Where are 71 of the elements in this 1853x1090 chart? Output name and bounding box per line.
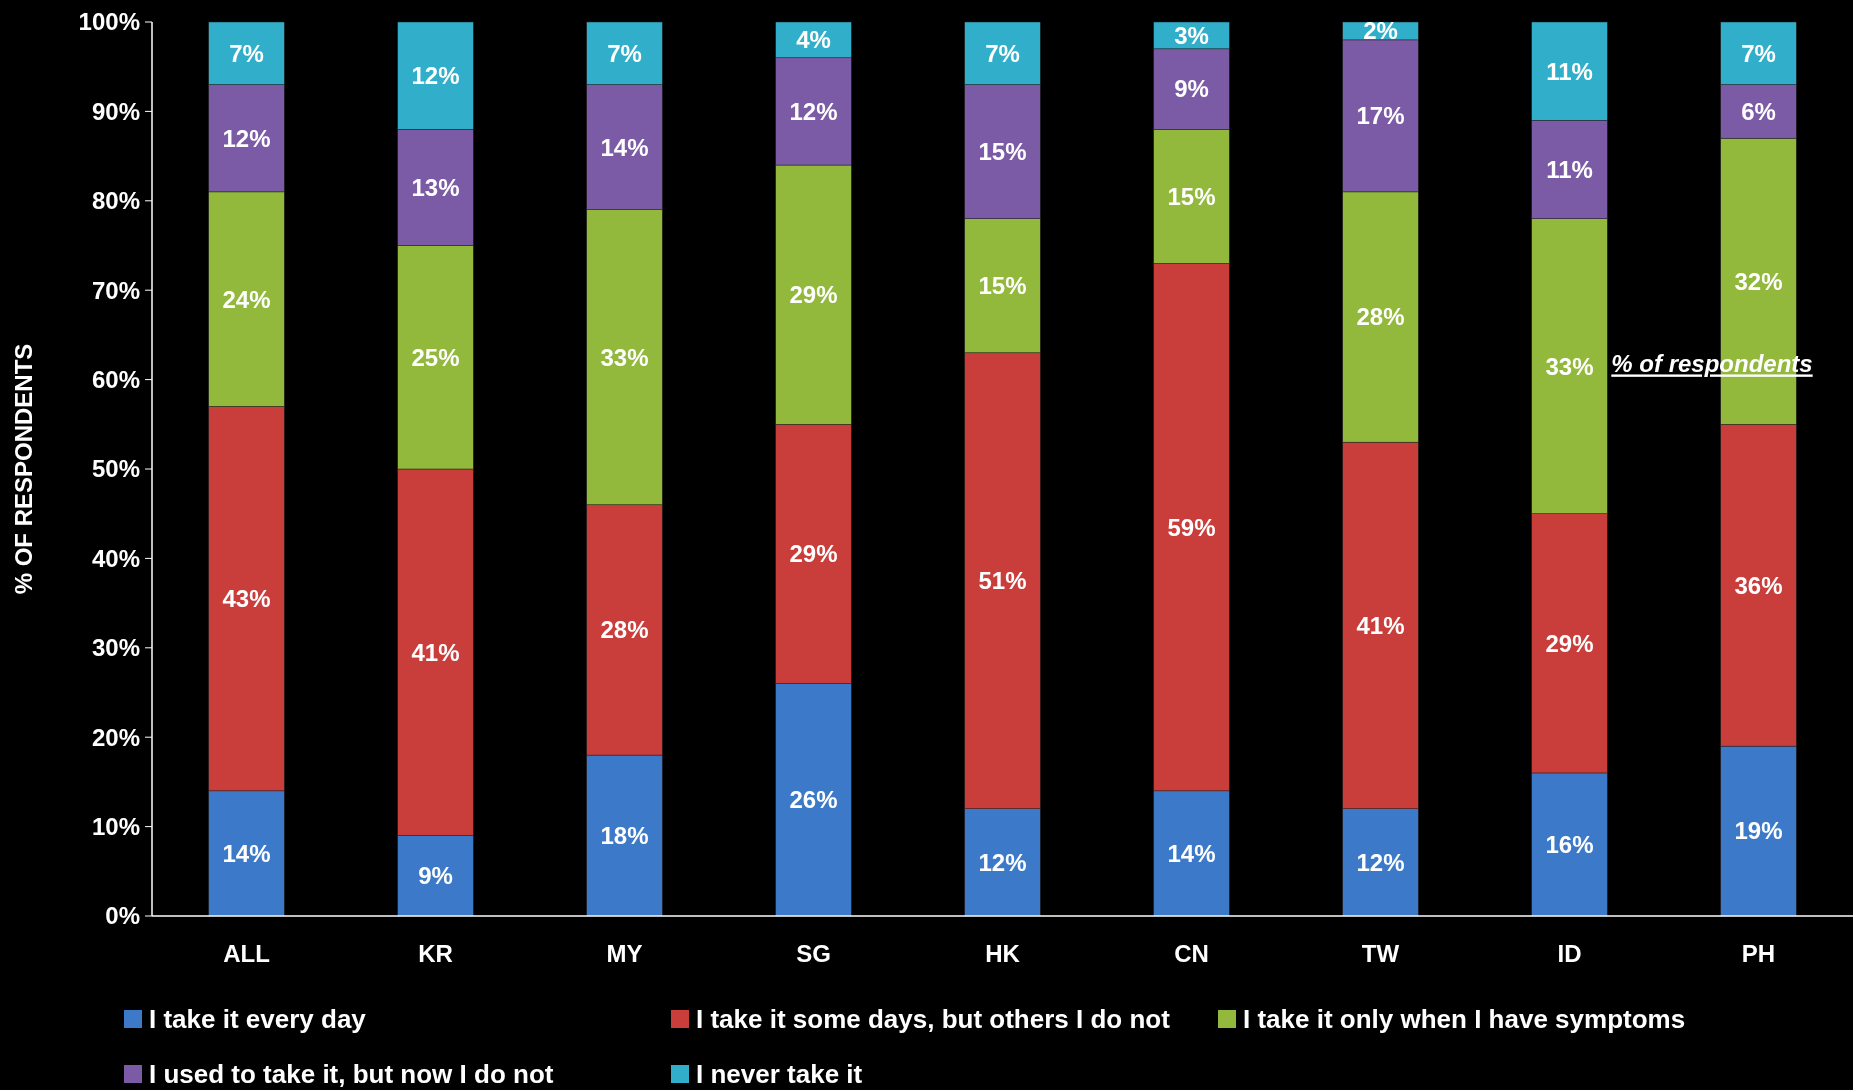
y-tick-label: 70% bbox=[91, 276, 140, 304]
data-label: 32% bbox=[1734, 267, 1783, 295]
data-label: 13% bbox=[411, 173, 460, 201]
y-tick-label: 80% bbox=[91, 187, 140, 215]
x-tick-label: SG bbox=[796, 940, 831, 967]
data-label: 7% bbox=[607, 39, 642, 67]
data-label: 12% bbox=[411, 62, 460, 90]
data-label: 24% bbox=[222, 285, 271, 313]
data-label: 41% bbox=[411, 638, 460, 666]
legend-label: I take it some days, but others I do not bbox=[696, 1004, 1171, 1035]
data-label: 51% bbox=[978, 567, 1027, 595]
y-tick-label: 50% bbox=[91, 455, 140, 483]
legend-label: I never take it bbox=[696, 1059, 863, 1090]
x-tick-label: HK bbox=[985, 940, 1021, 967]
data-label: 7% bbox=[1741, 39, 1776, 67]
data-label: 14% bbox=[1167, 839, 1216, 867]
data-label: 14% bbox=[600, 133, 649, 161]
data-label: 26% bbox=[789, 786, 838, 814]
y-tick-label: 0% bbox=[105, 902, 140, 930]
x-tick-label: TW bbox=[1361, 940, 1400, 967]
data-label: 15% bbox=[978, 138, 1027, 166]
data-label: 41% bbox=[1356, 611, 1405, 639]
data-label: 59% bbox=[1167, 513, 1216, 541]
data-label: 12% bbox=[1356, 848, 1405, 876]
data-label: 11% bbox=[1546, 57, 1593, 85]
data-label: 2% bbox=[1363, 17, 1398, 45]
data-label: 43% bbox=[222, 585, 271, 613]
x-tick-label: ALL bbox=[223, 940, 270, 967]
data-label: 7% bbox=[985, 39, 1020, 67]
y-tick-label: 10% bbox=[91, 813, 140, 840]
data-label: 4% bbox=[796, 26, 831, 54]
x-tick-label: PH bbox=[1741, 940, 1776, 967]
data-label: 17% bbox=[1356, 102, 1405, 130]
data-label: 29% bbox=[789, 540, 838, 568]
data-label: 3% bbox=[1174, 21, 1209, 49]
data-label: 6% bbox=[1741, 97, 1776, 125]
data-label: 29% bbox=[789, 281, 838, 309]
data-label: 15% bbox=[1167, 182, 1216, 210]
data-label: 9% bbox=[1174, 75, 1209, 103]
data-label: 12% bbox=[978, 848, 1027, 876]
legend-label: I used to take it, but now I do not bbox=[149, 1059, 554, 1090]
x-tick-label: MY bbox=[606, 940, 643, 967]
y-tick-label: 40% bbox=[91, 544, 140, 572]
data-label: 36% bbox=[1734, 571, 1783, 599]
y-tick-label: 20% bbox=[91, 723, 140, 751]
data-label: 19% bbox=[1734, 817, 1783, 845]
legend-label: I take it every day bbox=[149, 1004, 367, 1035]
data-label: 33% bbox=[600, 343, 649, 371]
data-label: 33% bbox=[1545, 352, 1594, 380]
data-label: 9% bbox=[418, 862, 453, 890]
data-label: 18% bbox=[600, 821, 649, 849]
data-label: 7% bbox=[229, 39, 264, 67]
data-label: 29% bbox=[1545, 629, 1594, 657]
data-label: 11% bbox=[1546, 155, 1593, 183]
legend-label: I take it only when I have symptoms bbox=[1243, 1004, 1686, 1035]
data-label: 28% bbox=[1356, 303, 1405, 331]
y-tick-label: 30% bbox=[91, 634, 140, 662]
data-label: 16% bbox=[1545, 830, 1594, 858]
y-tick-label: 90% bbox=[91, 97, 140, 125]
data-label: 14% bbox=[222, 839, 271, 867]
x-tick-label: KR bbox=[418, 940, 453, 967]
data-label: 15% bbox=[978, 272, 1027, 300]
x-tick-label: CN bbox=[1174, 940, 1209, 967]
data-label: 28% bbox=[600, 616, 649, 644]
data-label: 12% bbox=[222, 124, 271, 152]
y-tick-label: 60% bbox=[91, 366, 140, 393]
y-axis-title: % OF RESPONDENTS bbox=[10, 343, 37, 595]
data-label: 12% bbox=[789, 97, 838, 125]
data-label: 25% bbox=[411, 343, 460, 371]
x-tick-label: ID bbox=[1557, 940, 1582, 967]
y-tick-label: 100% bbox=[78, 8, 140, 36]
